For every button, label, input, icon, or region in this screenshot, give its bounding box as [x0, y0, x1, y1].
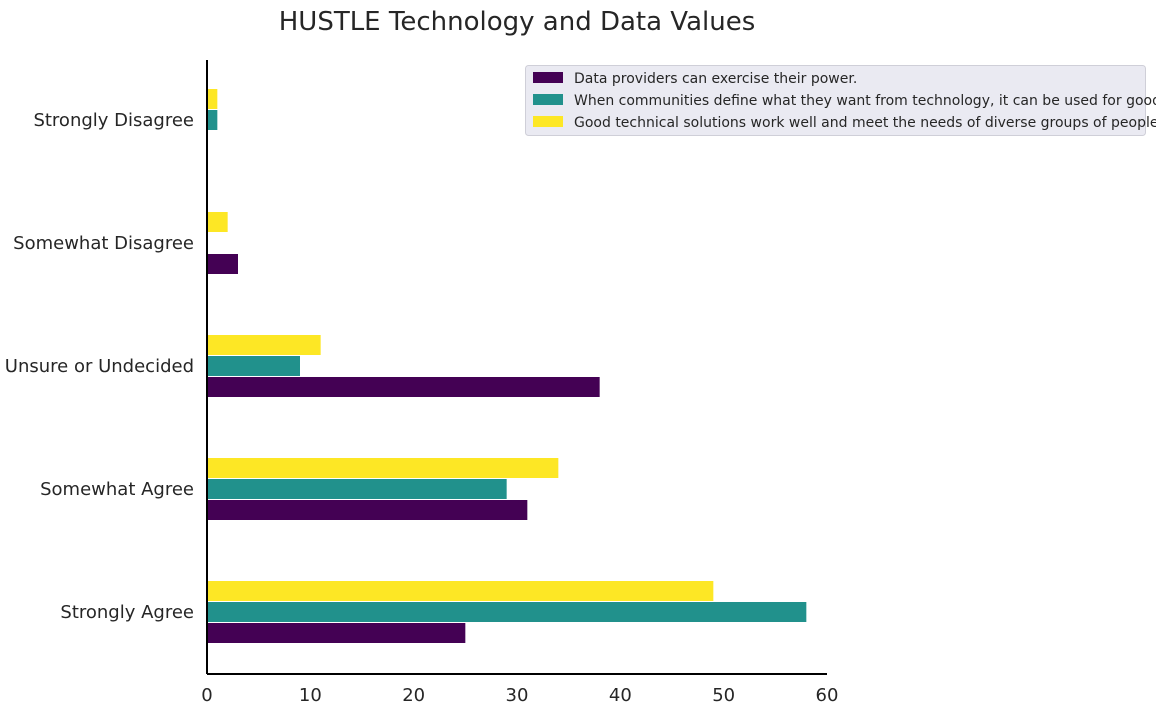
category-label: Strongly Disagree	[33, 110, 194, 131]
x-tick-label: 40	[609, 685, 632, 706]
x-tick-label: 10	[299, 685, 322, 706]
legend-label: Good technical solutions work well and m…	[574, 115, 1156, 131]
bar	[207, 458, 559, 478]
bars-group	[207, 89, 807, 643]
category-label: Strongly Agree	[60, 602, 194, 623]
category-labels: Strongly Agree Somewhat Agree Unsure or Un…	[5, 110, 194, 623]
bar	[207, 356, 300, 376]
bar	[207, 335, 321, 355]
legend-label: Data providers can exercise their power.	[574, 71, 857, 87]
category-label: Unsure or Undecided	[5, 356, 194, 377]
legend-swatch	[533, 116, 563, 127]
bar	[207, 110, 218, 130]
chart-title: HUSTLE Technology and Data Values	[279, 7, 756, 37]
bar	[207, 212, 228, 232]
category-label: Somewhat Disagree	[13, 233, 194, 254]
bar	[207, 623, 466, 643]
x-tick-label: 20	[402, 685, 425, 706]
bar	[207, 479, 507, 499]
category-label: Somewhat Agree	[40, 479, 194, 500]
bar	[207, 89, 218, 109]
x-tick-label: 0	[201, 685, 212, 706]
legend-frame	[525, 65, 1146, 136]
bar	[207, 254, 238, 274]
legend-swatch	[533, 72, 563, 83]
x-tick-label: 50	[712, 685, 735, 706]
bar	[207, 377, 600, 397]
bar	[207, 602, 807, 622]
legend-swatch	[533, 94, 563, 105]
legend-label: When communities define what they want f…	[574, 93, 1156, 109]
x-tick-label: 30	[506, 685, 529, 706]
bar	[207, 581, 714, 601]
x-axis-ticks: 0 10 20 30 40 50 60	[201, 685, 838, 706]
legend: Data providers can exercise their power.…	[525, 65, 1156, 136]
bar	[207, 500, 528, 520]
x-tick-label: 60	[816, 685, 839, 706]
